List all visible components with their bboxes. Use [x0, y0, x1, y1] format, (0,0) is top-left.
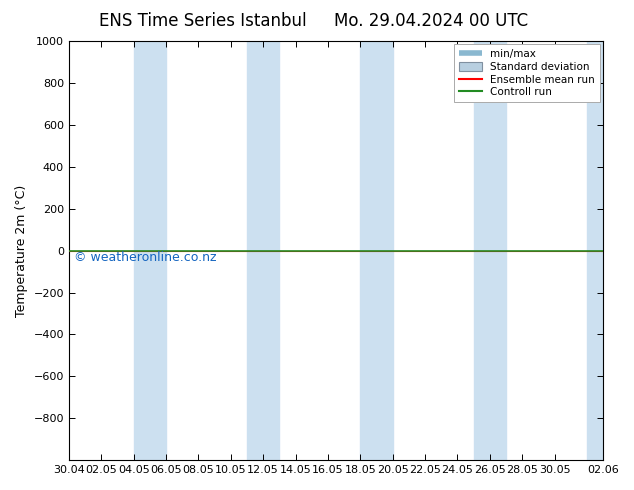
Bar [134, 41, 166, 460]
Bar [587, 41, 603, 460]
Bar [247, 41, 280, 460]
Text: ENS Time Series Istanbul: ENS Time Series Istanbul [99, 12, 307, 30]
Bar [360, 41, 392, 460]
Bar [474, 41, 506, 460]
Text: © weatheronline.co.nz: © weatheronline.co.nz [74, 250, 217, 264]
Legend: min/max, Standard deviation, Ensemble mean run, Controll run: min/max, Standard deviation, Ensemble me… [453, 44, 600, 102]
Text: Mo. 29.04.2024 00 UTC: Mo. 29.04.2024 00 UTC [334, 12, 528, 30]
Y-axis label: Temperature 2m (°C): Temperature 2m (°C) [15, 184, 28, 317]
